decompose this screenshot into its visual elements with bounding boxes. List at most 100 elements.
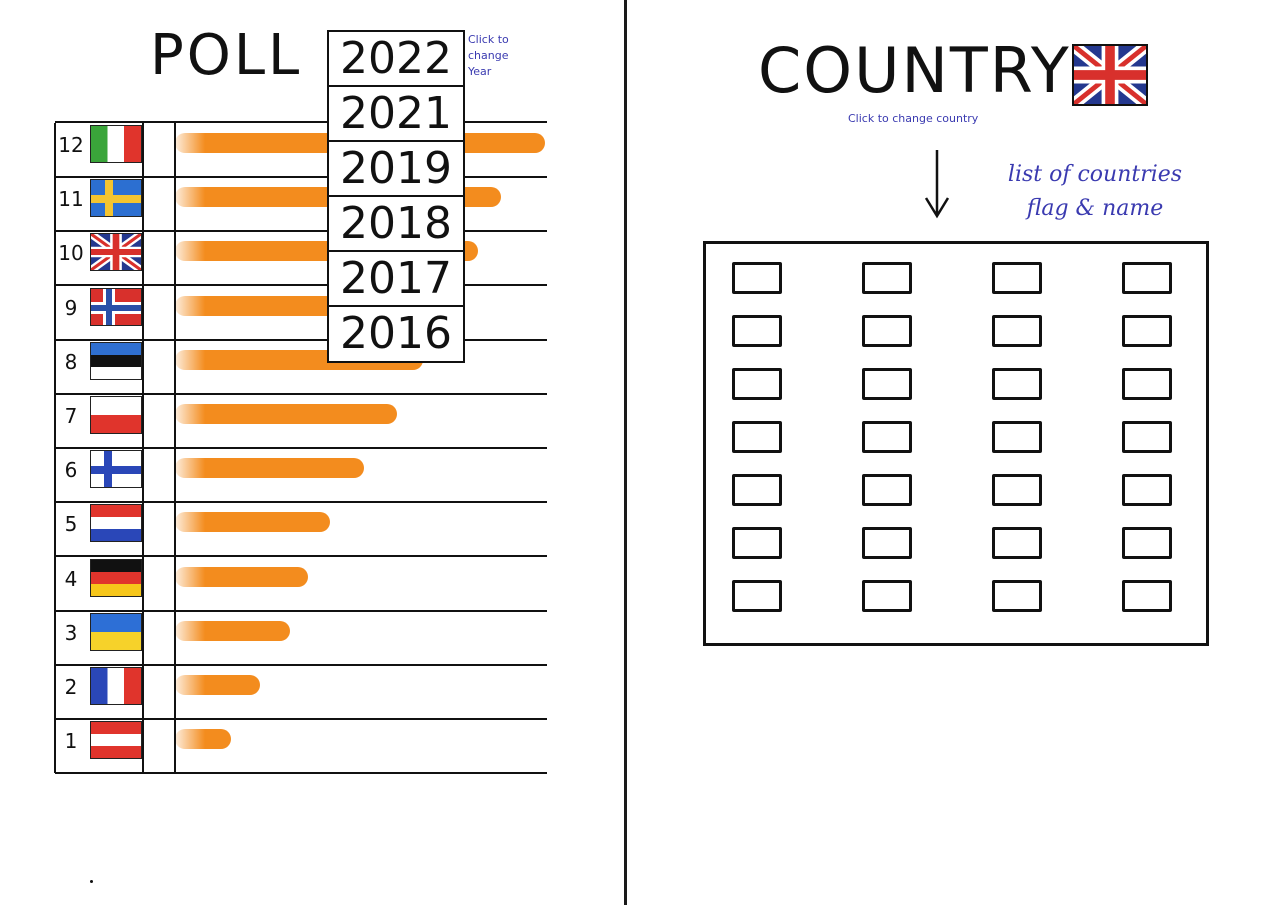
country-flag-placeholder[interactable] bbox=[862, 474, 912, 506]
year-option-2016[interactable]: 2016 bbox=[340, 308, 452, 359]
poll-row: 11 bbox=[55, 177, 547, 233]
uk-flag-icon[interactable] bbox=[1072, 44, 1148, 106]
country-flag-placeholder[interactable] bbox=[732, 421, 782, 453]
finland-flag-icon bbox=[90, 450, 142, 489]
country-flag-placeholder[interactable] bbox=[732, 368, 782, 400]
vote-bar bbox=[175, 512, 331, 533]
poll-row: 10 bbox=[55, 231, 547, 287]
year-option-2022[interactable]: 2022 bbox=[329, 32, 463, 87]
row-divider bbox=[55, 392, 547, 395]
rank-label: 8 bbox=[64, 349, 78, 374]
poll-title: POLL bbox=[150, 23, 303, 88]
country-flag-placeholder[interactable] bbox=[862, 368, 912, 400]
row-divider bbox=[55, 338, 547, 341]
year-option-2017[interactable]: 2017 bbox=[329, 252, 463, 307]
poll-row: 2 bbox=[55, 665, 547, 720]
row-divider bbox=[55, 772, 547, 775]
germany-flag-icon bbox=[90, 558, 142, 597]
year-option-2019[interactable]: 2019 bbox=[329, 142, 463, 197]
country-flag-placeholder[interactable] bbox=[862, 580, 912, 612]
country-flag-placeholder[interactable] bbox=[732, 580, 782, 612]
row-divider bbox=[55, 230, 547, 233]
vote-bar bbox=[175, 404, 397, 424]
austria-flag-icon bbox=[90, 721, 142, 760]
poll-row: 8 bbox=[55, 340, 547, 395]
country-flag-placeholder[interactable] bbox=[732, 262, 782, 294]
row-divider bbox=[55, 176, 547, 178]
vote-bar bbox=[175, 675, 261, 695]
uk-flag-icon bbox=[90, 233, 142, 272]
italy-flag-icon bbox=[90, 125, 142, 163]
vote-bar bbox=[175, 458, 364, 479]
year-option-2021[interactable]: 2021 bbox=[329, 87, 463, 142]
rank-label: 9 bbox=[64, 295, 78, 320]
country-list-box bbox=[703, 241, 1209, 646]
poll-row: 4 bbox=[55, 557, 547, 612]
country-flag-placeholder[interactable] bbox=[1122, 368, 1172, 400]
country-flag-placeholder[interactable] bbox=[992, 527, 1042, 559]
row-divider bbox=[55, 501, 547, 504]
rank-label: 11 bbox=[58, 187, 84, 212]
vote-bar bbox=[175, 620, 290, 641]
bar-column-divider bbox=[174, 123, 176, 773]
estonia-flag-icon bbox=[90, 341, 142, 380]
country-flag-placeholder[interactable] bbox=[1122, 527, 1172, 559]
country-hint: Click to change country bbox=[848, 112, 979, 125]
rank-label: 6 bbox=[64, 458, 78, 483]
poll-row: 9 bbox=[55, 286, 547, 341]
country-flag-placeholder[interactable] bbox=[732, 527, 782, 559]
table-top-border bbox=[55, 121, 547, 123]
rank-label: 10 bbox=[58, 241, 84, 266]
country-flag-placeholder[interactable] bbox=[992, 315, 1042, 347]
flag-column-divider bbox=[142, 123, 144, 773]
country-flag-placeholder[interactable] bbox=[992, 580, 1042, 612]
poll-row: 3 bbox=[55, 611, 547, 666]
country-list-note: list of countries flag & name bbox=[975, 158, 1215, 226]
country-flag-placeholder[interactable] bbox=[732, 315, 782, 347]
country-flag-placeholder[interactable] bbox=[1122, 580, 1172, 612]
country-flag-placeholder[interactable] bbox=[992, 474, 1042, 506]
row-divider bbox=[55, 609, 547, 612]
poll-row: 1 bbox=[55, 719, 547, 775]
country-flag-placeholder[interactable] bbox=[732, 474, 782, 506]
vote-bar bbox=[175, 729, 231, 750]
ukraine-flag-icon bbox=[90, 612, 142, 651]
list-note-line2: flag & name bbox=[1026, 196, 1164, 221]
row-divider bbox=[55, 555, 547, 558]
year-dropdown[interactable]: 2022 2021 2019 2018 2017 2016 bbox=[327, 30, 465, 363]
rank-label: 7 bbox=[64, 404, 78, 428]
rank-label: 5 bbox=[64, 512, 78, 537]
poll-row: 12 bbox=[55, 123, 547, 178]
row-divider bbox=[55, 284, 547, 287]
year-hint: Click to change Year bbox=[468, 33, 509, 78]
rank-label: 3 bbox=[64, 620, 78, 645]
poll-row: 6 bbox=[55, 448, 547, 504]
arrow-down-icon bbox=[924, 150, 950, 219]
country-flag-placeholder[interactable] bbox=[862, 421, 912, 453]
page-divider bbox=[624, 0, 627, 905]
sweden-flag-icon bbox=[90, 179, 142, 218]
country-flag-placeholder[interactable] bbox=[992, 368, 1042, 400]
list-note-line1: list of countries bbox=[1007, 162, 1183, 187]
country-flag-placeholder[interactable] bbox=[1122, 315, 1172, 347]
france-flag-icon bbox=[90, 667, 142, 705]
row-divider bbox=[55, 663, 547, 666]
country-flag-placeholder[interactable] bbox=[862, 262, 912, 294]
country-flag-placeholder[interactable] bbox=[992, 421, 1042, 453]
country-flag-placeholder[interactable] bbox=[862, 527, 912, 559]
country-flag-placeholder[interactable] bbox=[1122, 262, 1172, 294]
country-flag-placeholder[interactable] bbox=[1122, 421, 1172, 453]
rank-label: 1 bbox=[64, 729, 78, 754]
country-flag-placeholder[interactable] bbox=[862, 315, 912, 347]
netherlands-flag-icon bbox=[90, 504, 142, 543]
table-left-border bbox=[54, 123, 56, 773]
poland-flag-icon bbox=[90, 396, 142, 434]
country-selector-title[interactable]: COUNTRY bbox=[758, 34, 1071, 107]
stray-dot bbox=[90, 880, 93, 883]
rank-label: 12 bbox=[58, 133, 84, 157]
country-flag-placeholder[interactable] bbox=[1122, 474, 1172, 506]
year-option-2018[interactable]: 2018 bbox=[329, 197, 463, 252]
row-divider bbox=[55, 718, 547, 720]
poll-row: 5 bbox=[55, 502, 547, 558]
country-flag-placeholder[interactable] bbox=[992, 262, 1042, 294]
